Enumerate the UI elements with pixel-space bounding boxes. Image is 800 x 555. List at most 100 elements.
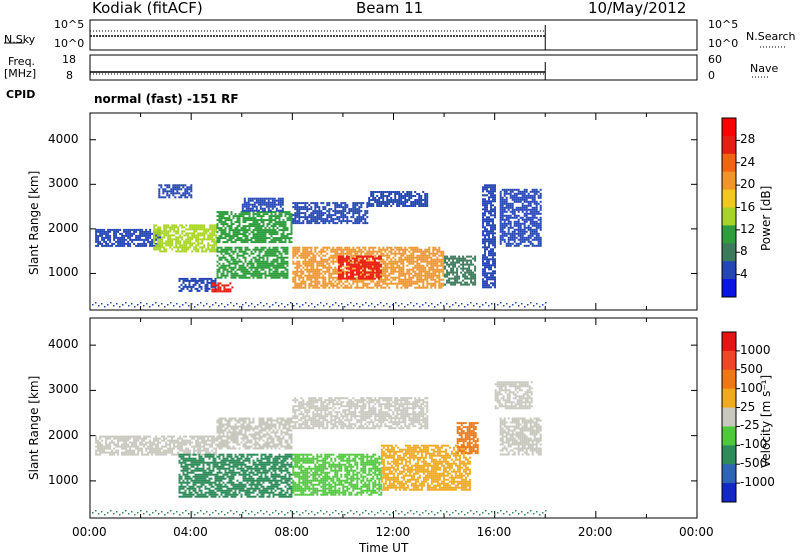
power-cell bbox=[285, 251, 287, 253]
power-cell bbox=[211, 224, 213, 226]
power-cell bbox=[454, 284, 456, 286]
power-cell bbox=[273, 261, 275, 263]
power-cell bbox=[488, 202, 490, 204]
power-cell bbox=[482, 280, 484, 282]
power-cell bbox=[304, 281, 306, 283]
power-cell bbox=[274, 206, 276, 208]
power-cell bbox=[308, 255, 310, 257]
power-cell bbox=[101, 239, 103, 241]
power-cell bbox=[245, 235, 247, 237]
power-cell bbox=[432, 255, 434, 257]
power-cell bbox=[273, 215, 275, 217]
power-cell bbox=[273, 223, 275, 225]
power-cell bbox=[187, 246, 189, 248]
power-cell bbox=[500, 211, 502, 213]
power-cell bbox=[257, 271, 259, 273]
power-cell bbox=[342, 249, 344, 251]
power-speck bbox=[419, 306, 421, 308]
power-cell bbox=[265, 213, 267, 215]
power-cell bbox=[161, 240, 163, 242]
power-cell bbox=[414, 247, 416, 249]
velocity-cell bbox=[105, 442, 107, 444]
power-cell bbox=[259, 249, 261, 251]
velocity-cell bbox=[157, 446, 159, 448]
power-cell bbox=[374, 278, 376, 280]
power-cell bbox=[348, 276, 350, 278]
power-cell bbox=[231, 273, 233, 275]
power-cell bbox=[440, 259, 442, 261]
power-cell bbox=[161, 232, 163, 234]
power-cell bbox=[273, 271, 275, 273]
power-cell bbox=[163, 236, 165, 238]
power-cell bbox=[400, 201, 402, 203]
power-cell bbox=[207, 284, 209, 286]
power-cell bbox=[412, 263, 414, 265]
power-cell bbox=[484, 268, 486, 270]
power-cell bbox=[187, 236, 189, 238]
power-speck bbox=[536, 303, 538, 305]
power-cell bbox=[241, 255, 243, 257]
power-cell bbox=[538, 191, 540, 193]
power-cell bbox=[412, 201, 414, 203]
power-cell bbox=[492, 234, 494, 236]
power-cell bbox=[426, 259, 428, 261]
power-cell bbox=[422, 285, 424, 287]
power-cell bbox=[251, 267, 253, 269]
power-cell bbox=[532, 217, 534, 219]
power-cell bbox=[275, 247, 277, 249]
velocity-cell bbox=[121, 438, 123, 440]
power-cell bbox=[502, 239, 504, 241]
power-cell bbox=[356, 285, 358, 287]
power-cell bbox=[249, 271, 251, 273]
power-cell bbox=[410, 201, 412, 203]
power-cell bbox=[185, 286, 187, 288]
power-cell bbox=[442, 267, 444, 269]
power-cell bbox=[456, 258, 458, 260]
power-cell bbox=[312, 253, 314, 255]
power-cell bbox=[249, 219, 251, 221]
velocity-cell bbox=[159, 448, 161, 450]
power-cell bbox=[368, 256, 370, 258]
power-cell bbox=[468, 264, 470, 266]
power-cell bbox=[338, 212, 340, 214]
power-cell bbox=[320, 216, 322, 218]
power-cell bbox=[538, 235, 540, 237]
power-cell bbox=[211, 240, 213, 242]
power-cell bbox=[346, 256, 348, 258]
power-cell bbox=[272, 200, 274, 202]
power-cell bbox=[215, 278, 217, 280]
power-cell bbox=[484, 240, 486, 242]
power-cell bbox=[281, 229, 283, 231]
power-cell bbox=[328, 267, 330, 269]
power-cell bbox=[177, 248, 179, 250]
power-cell bbox=[296, 212, 298, 214]
power-cell bbox=[536, 209, 538, 211]
power-cell bbox=[350, 216, 352, 218]
power-cell bbox=[326, 267, 328, 269]
power-cell bbox=[420, 267, 422, 269]
power-cell bbox=[524, 209, 526, 211]
power-cell bbox=[251, 225, 253, 227]
power-cell bbox=[287, 219, 289, 221]
power-cell bbox=[486, 258, 488, 260]
power-cell bbox=[298, 251, 300, 253]
power-cell bbox=[330, 275, 332, 277]
velocity-cell bbox=[95, 450, 97, 452]
power-cell bbox=[482, 232, 484, 234]
power-cell bbox=[506, 225, 508, 227]
power-cell bbox=[462, 270, 464, 272]
power-cell bbox=[267, 231, 269, 233]
power-cell bbox=[430, 287, 432, 289]
power-cell bbox=[372, 272, 374, 274]
power-cell bbox=[263, 231, 265, 233]
power-cell bbox=[338, 218, 340, 220]
velocity-cell bbox=[165, 438, 167, 440]
power-cell bbox=[404, 277, 406, 279]
power-cell bbox=[219, 221, 221, 223]
power-cell bbox=[217, 247, 219, 249]
power-cell bbox=[410, 269, 412, 271]
power-cell bbox=[233, 215, 235, 217]
velocity-cell bbox=[151, 446, 153, 448]
power-cell bbox=[265, 235, 267, 237]
velocity-cell bbox=[159, 438, 161, 440]
